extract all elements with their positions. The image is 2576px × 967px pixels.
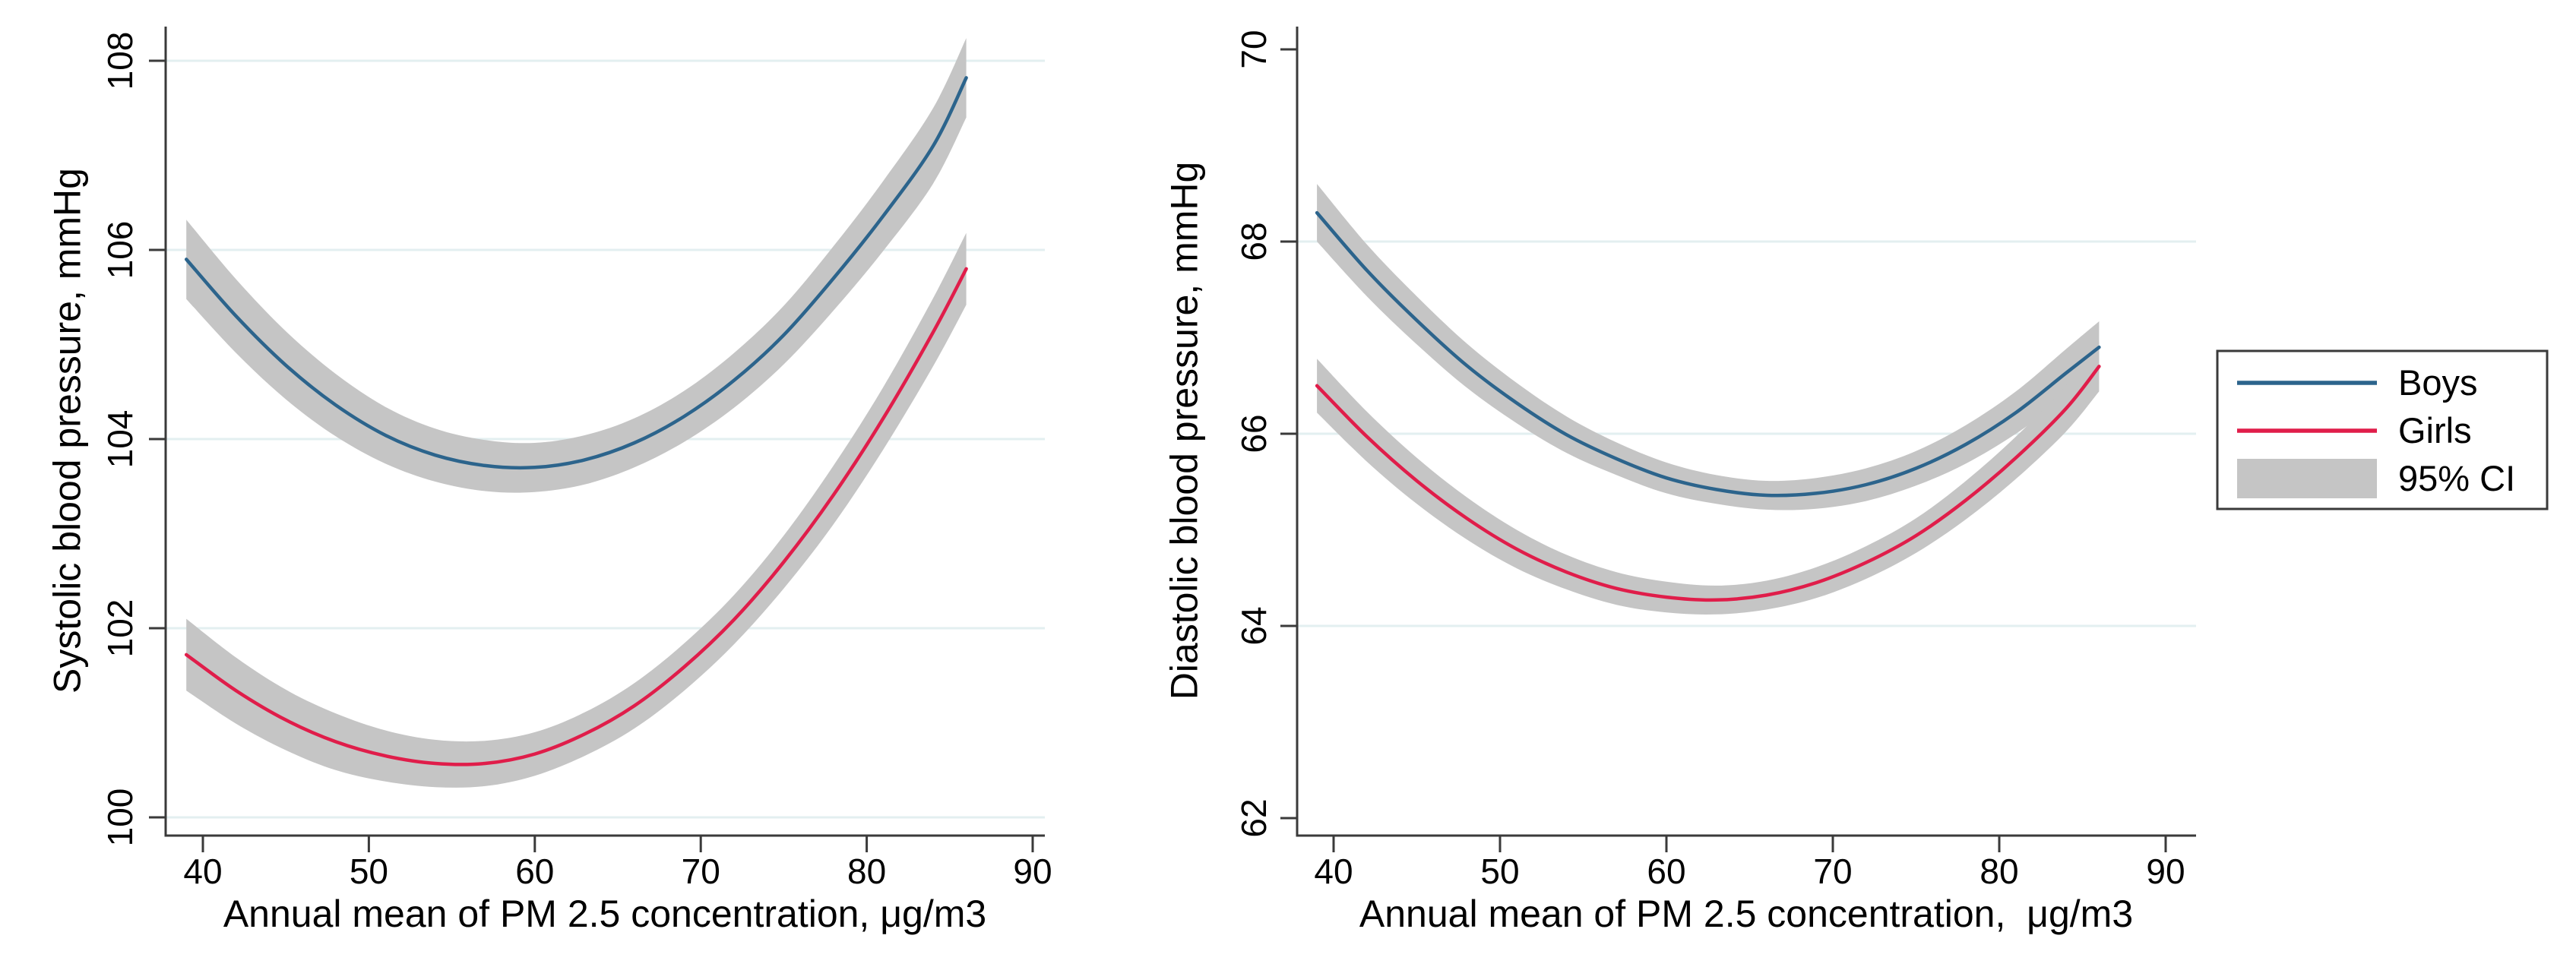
y-tick-label: 100 [100,788,140,847]
ci-band-boys [186,38,967,493]
y-tick-label: 106 [100,221,140,280]
x-tick-label: 60 [1647,852,1685,891]
x-tick-label: 50 [350,852,388,891]
x-tick-label: 80 [847,852,886,891]
ci-band-girls [186,232,967,788]
legend: Boys Girls 95% CI [2216,349,2549,510]
x-tick-label: 60 [515,852,554,891]
legend-ci-box-swatch [2237,459,2377,498]
x-tick-label: 70 [1813,852,1852,891]
series-line-boys [184,76,968,470]
x-axis-title-systolic: Annual mean of PM 2.5 concentration, μg/… [223,893,986,935]
y-tick-label: 64 [1234,606,1274,645]
y-tick-label: 70 [1234,30,1274,68]
x-tick-label: 90 [1013,852,1052,891]
systolic-panel: 100 102 104 106 108 40 50 60 70 80 90 [100,27,1052,891]
series-line-girls [184,267,968,766]
y-tick-label: 62 [1234,798,1274,837]
series-line-girls [1315,365,2101,602]
diastolic-panel: 62 64 66 68 70 40 50 60 70 80 90 [1234,27,2196,891]
y-tick-label: 108 [100,32,140,90]
series-line-boys [1315,210,2101,498]
legend-label-girls: Girls [2398,410,2472,450]
x-tick-label: 50 [1480,852,1519,891]
ci-band-boys [1317,184,2100,510]
x-tick-label: 70 [682,852,720,891]
y-tick-label: 102 [100,599,140,658]
x-tick-label: 40 [1314,852,1353,891]
y-axis-title-systolic: Systolic blood pressure, mmHg [46,168,89,694]
x-tick-label: 90 [2146,852,2185,891]
x-tick-label: 40 [183,852,222,891]
y-tick-label: 68 [1234,222,1274,261]
y-tick-label: 104 [100,410,140,469]
legend-label-ci: 95% CI [2398,458,2515,498]
x-tick-label: 80 [1979,852,2018,891]
legend-label-boys: Boys [2398,362,2478,403]
x-axis-title-diastolic: Annual mean of PM 2.5 concentration, μg/… [1359,893,2133,935]
y-axis-title-diastolic: Diastolic blood pressure, mmHg [1163,162,1206,700]
y-tick-label: 66 [1234,414,1274,453]
